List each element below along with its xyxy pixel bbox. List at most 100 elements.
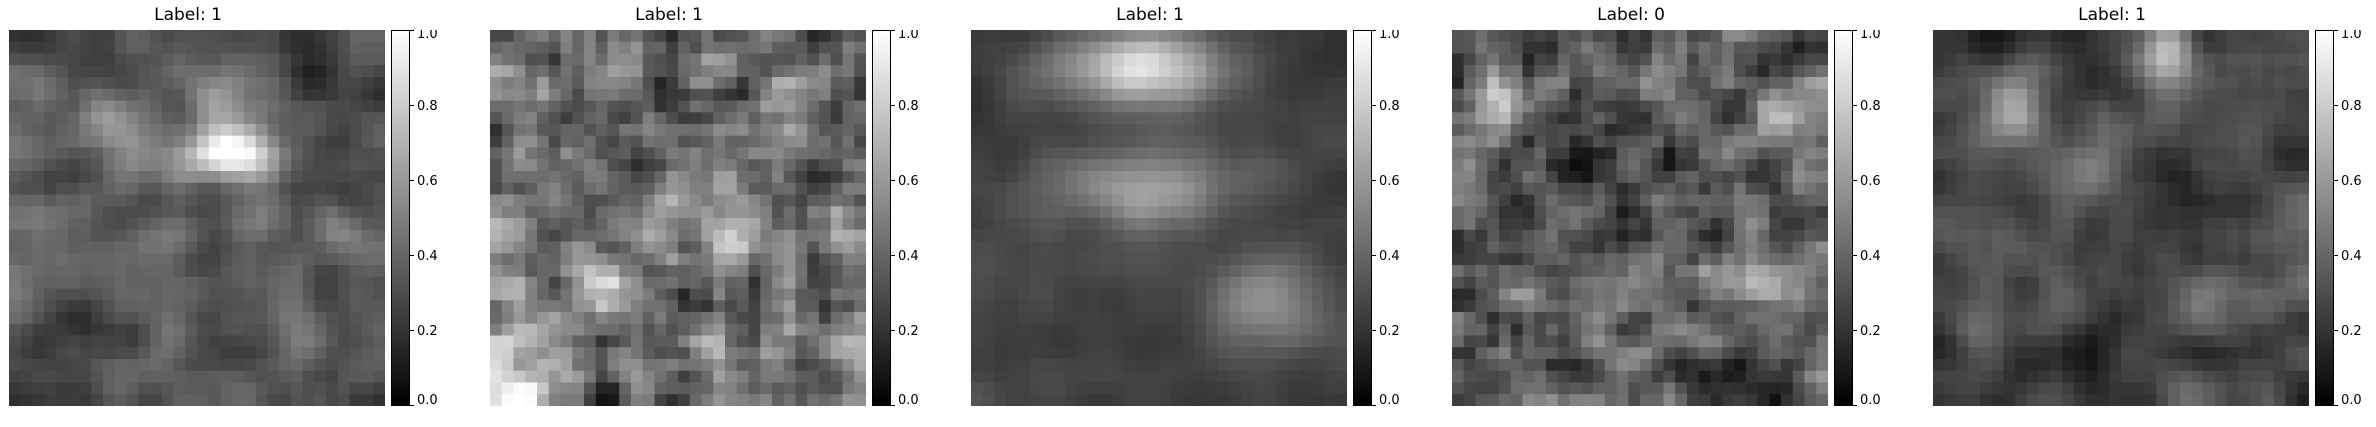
heatmap-cell: [1006, 147, 1019, 160]
heatmap-cell: [689, 276, 703, 290]
heatmap-cell: [772, 335, 785, 348]
heatmap-cell: [1581, 218, 1594, 231]
heatmap-cell: [1264, 288, 1278, 301]
heatmap-cell: [713, 394, 726, 406]
heatmap-cell: [1944, 241, 1958, 254]
heatmap-cell: [56, 194, 69, 207]
heatmap-cell: [1475, 77, 1488, 90]
heatmap-cell: [291, 124, 304, 137]
heatmap-cell: [138, 171, 151, 184]
heatmap-cell: [1593, 124, 1606, 137]
heatmap-cell: [560, 300, 573, 313]
heatmap-cell: [1170, 65, 1184, 78]
heatmap-cell: [114, 147, 128, 160]
heatmap-cell: [1100, 359, 1113, 372]
heatmap-cell: [1604, 229, 1618, 243]
heatmap-cell: [971, 218, 984, 231]
heatmap-cell: [807, 394, 820, 406]
heatmap-cell: [1206, 241, 1219, 254]
heatmap-cell: [501, 241, 515, 254]
heatmap-cell: [1335, 241, 1347, 254]
heatmap-cell: [1769, 159, 1782, 172]
heatmap-cell: [2179, 288, 2193, 301]
heatmap-cell: [349, 312, 363, 325]
heatmap-cell: [971, 276, 984, 290]
heatmap-cell: [1534, 241, 1547, 254]
heatmap-cell: [1663, 276, 1676, 290]
heatmap-cell: [1792, 265, 1806, 278]
heatmap-cell: [819, 335, 832, 348]
heatmap-cell: [994, 65, 1007, 78]
heatmap-cell: [1546, 288, 1559, 301]
heatmap-cell: [361, 30, 374, 43]
heatmap-cell: [1980, 323, 1993, 337]
heatmap-cell: [2262, 171, 2275, 184]
heatmap-cell: [1546, 88, 1559, 102]
heatmap-cell: [103, 370, 116, 384]
heatmap-cell: [1487, 300, 1500, 313]
heatmap-cell: [32, 100, 45, 113]
heatmap-cell: [2097, 288, 2110, 301]
heatmap-cell: [795, 265, 808, 278]
heatmap-cell: [279, 182, 292, 196]
heatmap-cell: [1745, 100, 1759, 113]
heatmap-cell: [1745, 300, 1759, 313]
heatmap-cell: [255, 359, 269, 372]
heatmap-cell: [631, 288, 644, 301]
heatmap-cell: [1616, 300, 1629, 313]
heatmap-cell: [1264, 229, 1278, 243]
heatmap-cell: [2156, 171, 2169, 184]
heatmap-cell: [819, 135, 832, 149]
heatmap-cell: [2273, 288, 2287, 301]
heatmap-cell: [244, 77, 257, 90]
heatmap-cell: [2132, 312, 2146, 325]
heatmap-cell: [842, 65, 855, 78]
heatmap-cell: [267, 171, 280, 184]
heatmap-cell: [1147, 300, 1160, 313]
heatmap-cell: [2027, 253, 2040, 266]
heatmap-cell: [795, 288, 808, 301]
heatmap-cell: [1991, 206, 2005, 219]
heatmap-cell: [1159, 100, 1172, 113]
heatmap-cell: [1475, 171, 1488, 184]
heatmap-cell: [736, 382, 750, 395]
heatmap-cell: [67, 41, 81, 55]
heatmap-cell: [1675, 124, 1688, 137]
heatmap-cell: [255, 370, 269, 384]
heatmap-cell: [2238, 88, 2251, 102]
heatmap-cell: [584, 30, 597, 43]
heatmap-cell: [525, 53, 538, 66]
heatmap-cell: [67, 370, 81, 384]
heatmap-cell: [1159, 382, 1172, 395]
heatmap-cell: [783, 135, 797, 149]
heatmap-cell: [1463, 370, 1477, 384]
heatmap-cell: [338, 171, 351, 184]
heatmap-cell: [338, 30, 351, 43]
heatmap-cell: [1112, 382, 1125, 395]
heatmap-cell: [1311, 218, 1325, 231]
heatmap-cell: [666, 335, 679, 348]
heatmap-cell: [279, 147, 292, 160]
heatmap-cell: [44, 229, 57, 243]
heatmap-cell: [1640, 171, 1653, 184]
heatmap-cell: [103, 41, 116, 55]
heatmap-cell: [1663, 288, 1676, 301]
heatmap-cell: [1804, 53, 1817, 66]
heatmap-cell: [2062, 206, 2075, 219]
heatmap-cell: [1499, 347, 1512, 360]
heatmap-cell: [32, 147, 45, 160]
heatmap-cell: [654, 394, 667, 406]
heatmap-cell: [1734, 300, 1747, 313]
heatmap-cell: [595, 100, 609, 113]
heatmap-cell: [2285, 276, 2298, 290]
heatmap-cell: [631, 347, 644, 360]
heatmap-cell: [1229, 77, 1242, 90]
heatmap-cell: [1170, 171, 1184, 184]
heatmap-cell: [2015, 65, 2028, 78]
heatmap-cell: [1112, 347, 1125, 360]
heatmap-cell: [2226, 182, 2240, 196]
heatmap-cell: [842, 194, 855, 207]
heatmap-cell: [1229, 100, 1242, 113]
heatmap-cell: [736, 147, 750, 160]
heatmap-cell: [560, 241, 573, 254]
